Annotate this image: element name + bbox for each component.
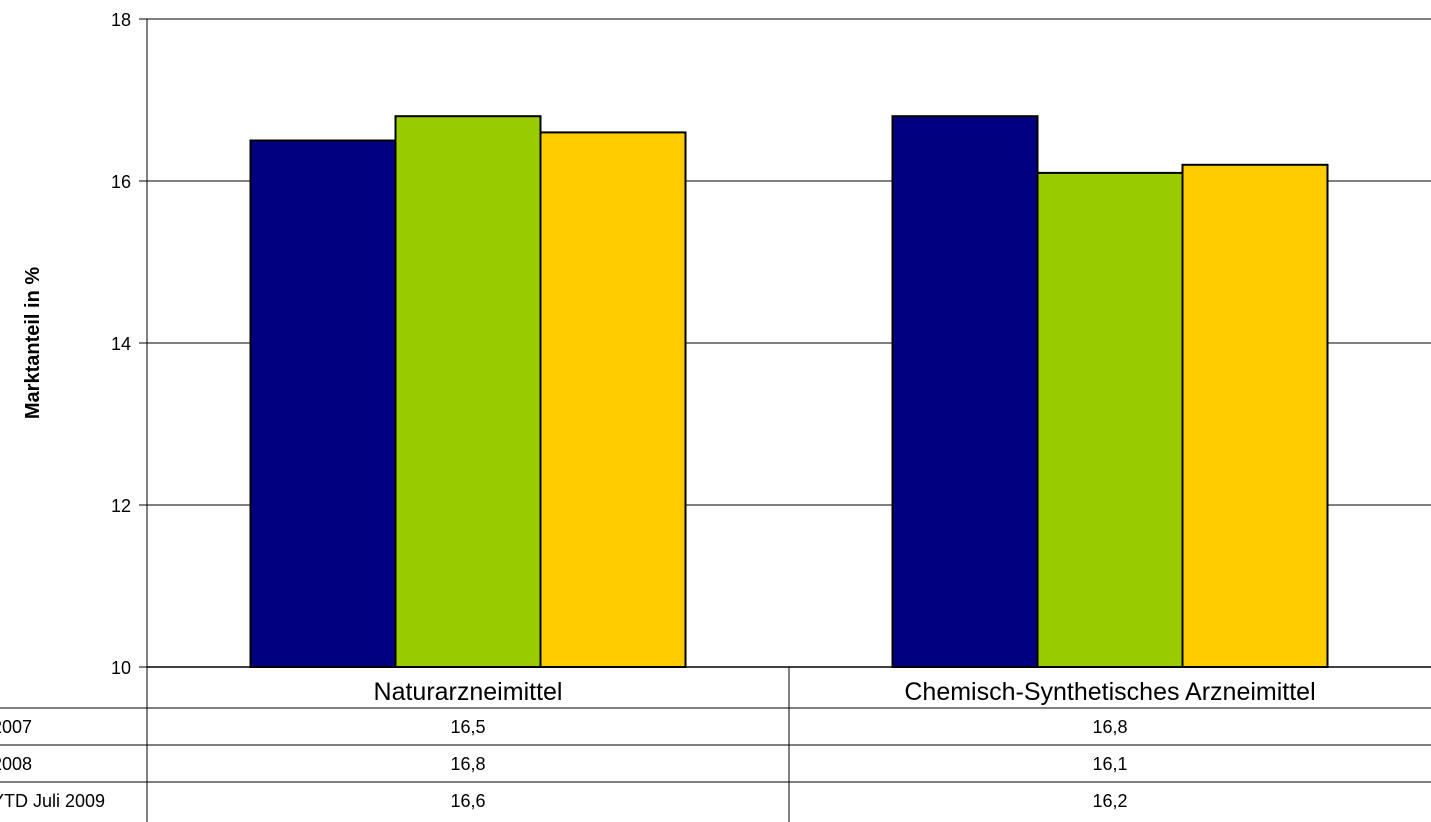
series-name: 2007 bbox=[0, 717, 32, 737]
data-table: Naturarzneimittel Chemisch-Synthetisches … bbox=[0, 667, 1431, 822]
bar bbox=[891, 115, 1039, 668]
y-tick-label: 10 bbox=[111, 658, 131, 678]
data-label: 16,2 bbox=[1092, 791, 1127, 811]
y-tick-labels: 10 12 14 16 18 bbox=[111, 10, 131, 678]
x-category-label: Naturarzneimittel bbox=[374, 678, 563, 706]
y-axis-label: Marktanteil in % bbox=[22, 267, 44, 419]
bar bbox=[394, 115, 542, 668]
data-label: 16,8 bbox=[450, 754, 485, 774]
data-label: 16,8 bbox=[1092, 717, 1127, 737]
x-category-label: Chemisch-Synthetisches Arzneimittel bbox=[904, 678, 1315, 706]
bar bbox=[249, 139, 397, 668]
bar bbox=[1181, 163, 1329, 669]
data-label: 16,1 bbox=[1092, 754, 1127, 774]
y-tick-label: 16 bbox=[111, 172, 131, 192]
y-tick-label: 18 bbox=[111, 10, 131, 30]
bars bbox=[249, 115, 1329, 669]
bar bbox=[1036, 171, 1184, 668]
y-tick-label: 12 bbox=[111, 496, 131, 516]
data-label: 16,6 bbox=[450, 791, 485, 811]
bar bbox=[539, 131, 687, 668]
series-name: YTD Juli 2009 bbox=[0, 791, 105, 811]
y-tick-label: 14 bbox=[111, 334, 131, 354]
series-name: 2008 bbox=[0, 754, 32, 774]
data-label: 16,5 bbox=[450, 717, 485, 737]
